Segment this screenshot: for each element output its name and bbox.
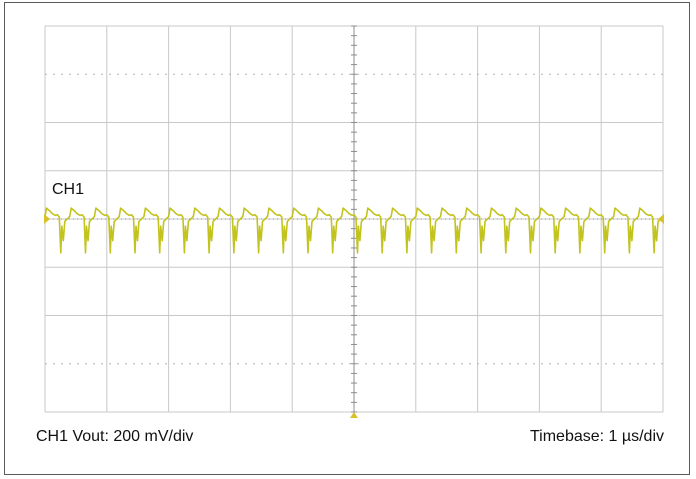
channel-label: CH1 [52, 181, 85, 198]
vertical-scale-label: CH1 Vout: 200 mV/div [36, 428, 194, 445]
trigger-marker-bottom [350, 412, 358, 418]
ground-marker-right [658, 214, 664, 224]
timebase-label: Timebase: 1 µs/div [529, 428, 664, 445]
ch1-waveform [44, 207, 664, 254]
ground-marker [44, 214, 50, 224]
ch1-trace [44, 207, 664, 254]
marker-triangles [44, 214, 664, 418]
center-axes [45, 25, 663, 413]
chart-frame [4, 2, 690, 475]
